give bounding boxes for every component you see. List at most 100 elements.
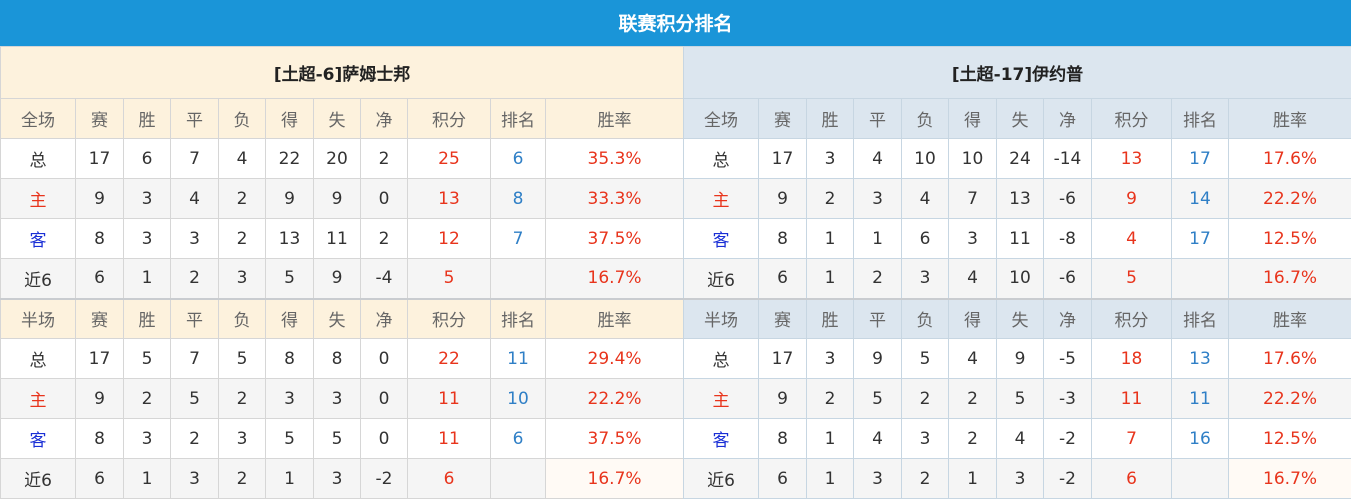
table-cell: 5 bbox=[265, 258, 314, 299]
table-cell: 2 bbox=[948, 378, 997, 419]
table-cell: 2 bbox=[948, 418, 997, 459]
table-cell: 7 bbox=[948, 178, 997, 219]
column-header: 平 bbox=[853, 98, 902, 139]
table-cell: 29.4% bbox=[544, 338, 685, 379]
column-header: 失 bbox=[996, 98, 1044, 139]
table-cell: 10 bbox=[948, 138, 997, 179]
table-cell: 17 bbox=[75, 138, 124, 179]
row-total: 总 17 3 9 5 4 9 -5 18 13 17.6% bbox=[683, 338, 1351, 379]
table-cell: 22.2% bbox=[544, 378, 685, 419]
table-cell: 6 bbox=[490, 418, 546, 459]
table-cell: 35.3% bbox=[544, 138, 685, 179]
column-header: 半场 bbox=[0, 297, 76, 339]
table-cell: -14 bbox=[1043, 138, 1092, 179]
table-cell: 10 bbox=[901, 138, 949, 179]
column-header: 净 bbox=[1043, 98, 1092, 139]
table-cell: 5 bbox=[123, 338, 171, 379]
table-cell: 5 bbox=[313, 418, 361, 459]
table-cell: 37.5% bbox=[544, 418, 685, 459]
table-cell: 8 bbox=[758, 418, 807, 459]
column-header: 负 bbox=[901, 98, 949, 139]
table-cell: 6 bbox=[901, 218, 949, 259]
table-cell: 17 bbox=[75, 338, 124, 379]
table-cell: 1 bbox=[853, 218, 902, 259]
table-cell: 3 bbox=[996, 458, 1044, 499]
row-last6: 近6 6 1 2 3 4 10 -6 5 16.7% bbox=[683, 258, 1351, 299]
half-time-header: 半场赛胜平负得失净积分 排名 胜率 bbox=[0, 297, 685, 339]
team-name: [土超-17]伊约普 bbox=[682, 46, 1351, 99]
table-cell bbox=[490, 258, 546, 299]
table-cell: 13 bbox=[1171, 338, 1229, 379]
table-cell: 1 bbox=[265, 458, 314, 499]
row-away: 客 8 1 1 6 3 11 -8 4 17 12.5% bbox=[683, 218, 1351, 259]
table-cell: 6 bbox=[758, 458, 807, 499]
table-cell: 客 bbox=[0, 418, 76, 459]
column-header: 胜 bbox=[806, 297, 854, 339]
row-total: 总 17 6 7 4 22 20 2 25 6 35.3% bbox=[0, 138, 685, 179]
table-cell: 11 bbox=[407, 378, 491, 419]
table-cell: 9 bbox=[758, 178, 807, 219]
table-cell: 11 bbox=[996, 218, 1044, 259]
table-cell: 8 bbox=[265, 338, 314, 379]
table-cell: 5 bbox=[901, 338, 949, 379]
table-cell: 9 bbox=[313, 258, 361, 299]
column-header: 平 bbox=[170, 98, 219, 139]
table-cell: 客 bbox=[0, 218, 76, 259]
table-cell: 5 bbox=[1091, 258, 1172, 299]
table-cell: -2 bbox=[1043, 458, 1092, 499]
table-cell: 总 bbox=[0, 138, 76, 179]
table-cell: 13 bbox=[265, 218, 314, 259]
table-cell: -3 bbox=[1043, 378, 1092, 419]
table-cell: 2 bbox=[360, 218, 408, 259]
table-cell: 8 bbox=[490, 178, 546, 219]
table-cell: 4 bbox=[996, 418, 1044, 459]
table-cell: 2 bbox=[853, 258, 902, 299]
table-cell: 1 bbox=[123, 258, 171, 299]
column-header: 赛 bbox=[758, 98, 807, 139]
column-header: 净 bbox=[360, 297, 408, 339]
table-cell: 2 bbox=[360, 138, 408, 179]
home-team-table: [土超-6]萨姆士邦 全场赛胜平负得失净积分 排名 胜率总 17 6 7 4 22 20 2 25 6 3… bbox=[0, 46, 685, 500]
table-cell: 2 bbox=[218, 218, 266, 259]
table-cell: 主 bbox=[683, 378, 759, 419]
table-cell: 4 bbox=[948, 338, 997, 379]
table-cell: 3 bbox=[313, 378, 361, 419]
table-cell: 5 bbox=[853, 378, 902, 419]
table-cell: 9 bbox=[313, 178, 361, 219]
table-cell: 20 bbox=[313, 138, 361, 179]
table-cell: 3 bbox=[948, 218, 997, 259]
column-header: 负 bbox=[218, 98, 266, 139]
table-cell: 9 bbox=[758, 378, 807, 419]
table-cell: 6 bbox=[490, 138, 546, 179]
table-cell: -6 bbox=[1043, 258, 1092, 299]
column-header: 胜率 bbox=[1227, 98, 1351, 139]
table-cell: 2 bbox=[218, 178, 266, 219]
table-cell: 17 bbox=[1171, 138, 1229, 179]
row-home: 主 9 2 5 2 3 3 0 11 10 22.2% bbox=[0, 378, 685, 419]
table-cell: 4 bbox=[1091, 218, 1172, 259]
row-away: 客 8 3 2 3 5 5 0 11 6 37.5% bbox=[0, 418, 685, 459]
table-cell: 17 bbox=[758, 138, 807, 179]
table-cell bbox=[1171, 258, 1229, 299]
row-last6: 近6 6 1 3 2 1 3 -2 6 16.7% bbox=[0, 458, 685, 499]
table-cell: 5 bbox=[407, 258, 491, 299]
column-header: 平 bbox=[170, 297, 219, 339]
table-cell: 2 bbox=[806, 178, 854, 219]
table-cell: 3 bbox=[313, 458, 361, 499]
row-away: 客 8 3 3 2 13 11 2 12 7 37.5% bbox=[0, 218, 685, 259]
table-cell: 16.7% bbox=[544, 258, 685, 299]
table-cell: 总 bbox=[683, 338, 759, 379]
column-header: 排名 bbox=[490, 297, 546, 339]
table-cell: 0 bbox=[360, 338, 408, 379]
table-cell: 6 bbox=[1091, 458, 1172, 499]
column-header: 积分 bbox=[407, 297, 491, 339]
table-cell: 3 bbox=[901, 258, 949, 299]
column-header: 得 bbox=[265, 297, 314, 339]
table-cell: 4 bbox=[218, 138, 266, 179]
table-cell: 3 bbox=[853, 178, 902, 219]
table-cell: 11 bbox=[1171, 378, 1229, 419]
table-cell: 16.7% bbox=[1227, 258, 1351, 299]
table-cell: 4 bbox=[170, 178, 219, 219]
column-header: 赛 bbox=[75, 98, 124, 139]
table-cell: 0 bbox=[360, 178, 408, 219]
